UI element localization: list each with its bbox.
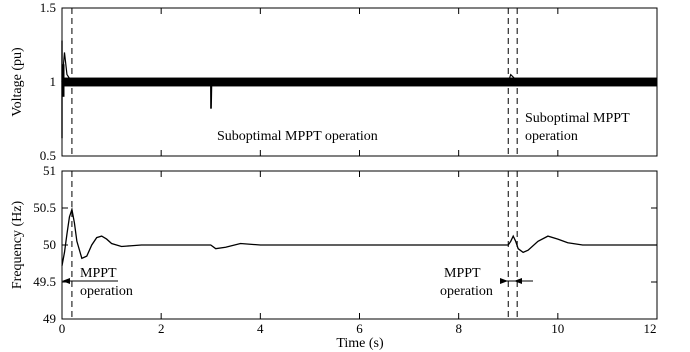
voltage-annot-mid: Suboptimal MPPT operation bbox=[217, 129, 378, 144]
frequency-ytick-50: 50 bbox=[43, 237, 56, 252]
voltage-ytick-0.5: 0.5 bbox=[40, 148, 56, 163]
time-xtick-6: 6 bbox=[356, 321, 363, 336]
voltage-yticks bbox=[61, 7, 658, 157]
voltage-axes: 1.5 1 0.5 Voltage (pu) Suboptimal MPPT o… bbox=[10, 0, 658, 163]
frequency-ytick-50.5: 50.5 bbox=[33, 200, 56, 215]
frequency-annot-left-1: MPPT bbox=[80, 266, 117, 281]
frequency-ytick-51: 51 bbox=[43, 163, 56, 178]
right-arrow bbox=[500, 278, 533, 284]
time-xlabel: Time (s) bbox=[336, 336, 384, 351]
frequency-annot-right-1: MPPT bbox=[444, 266, 481, 281]
voltage-vlines bbox=[71, 8, 518, 156]
frequency-annot-left-2: operation bbox=[80, 284, 133, 299]
voltage-ylabel: Voltage (pu) bbox=[10, 47, 25, 117]
left-arrow bbox=[62, 278, 118, 284]
frequency-axes: 51 50.5 50 49.5 49 0 2 4 6 8 10 12 Time … bbox=[10, 163, 658, 351]
time-xtick-12: 12 bbox=[644, 321, 657, 336]
time-xtick-4: 4 bbox=[257, 321, 264, 336]
time-xtick-8: 8 bbox=[455, 321, 462, 336]
time-xtick-2: 2 bbox=[158, 321, 165, 336]
voltage-annot-right-1: Suboptimal MPPT bbox=[525, 111, 630, 126]
voltage-ytick-1: 1 bbox=[50, 74, 57, 89]
time-xtick-10: 10 bbox=[551, 321, 564, 336]
frequency-series-line bbox=[61, 206, 657, 266]
voltage-ytick-1.5: 1.5 bbox=[40, 0, 56, 15]
voltage-annot-right-2: operation bbox=[525, 129, 578, 144]
frequency-ylabel: Frequency (Hz) bbox=[10, 201, 25, 290]
time-xtick-0: 0 bbox=[59, 321, 66, 336]
frequency-ytick-49.5: 49.5 bbox=[33, 274, 56, 289]
frequency-ytick-49: 49 bbox=[43, 311, 56, 326]
frequency-annot-right-2: operation bbox=[440, 284, 493, 299]
